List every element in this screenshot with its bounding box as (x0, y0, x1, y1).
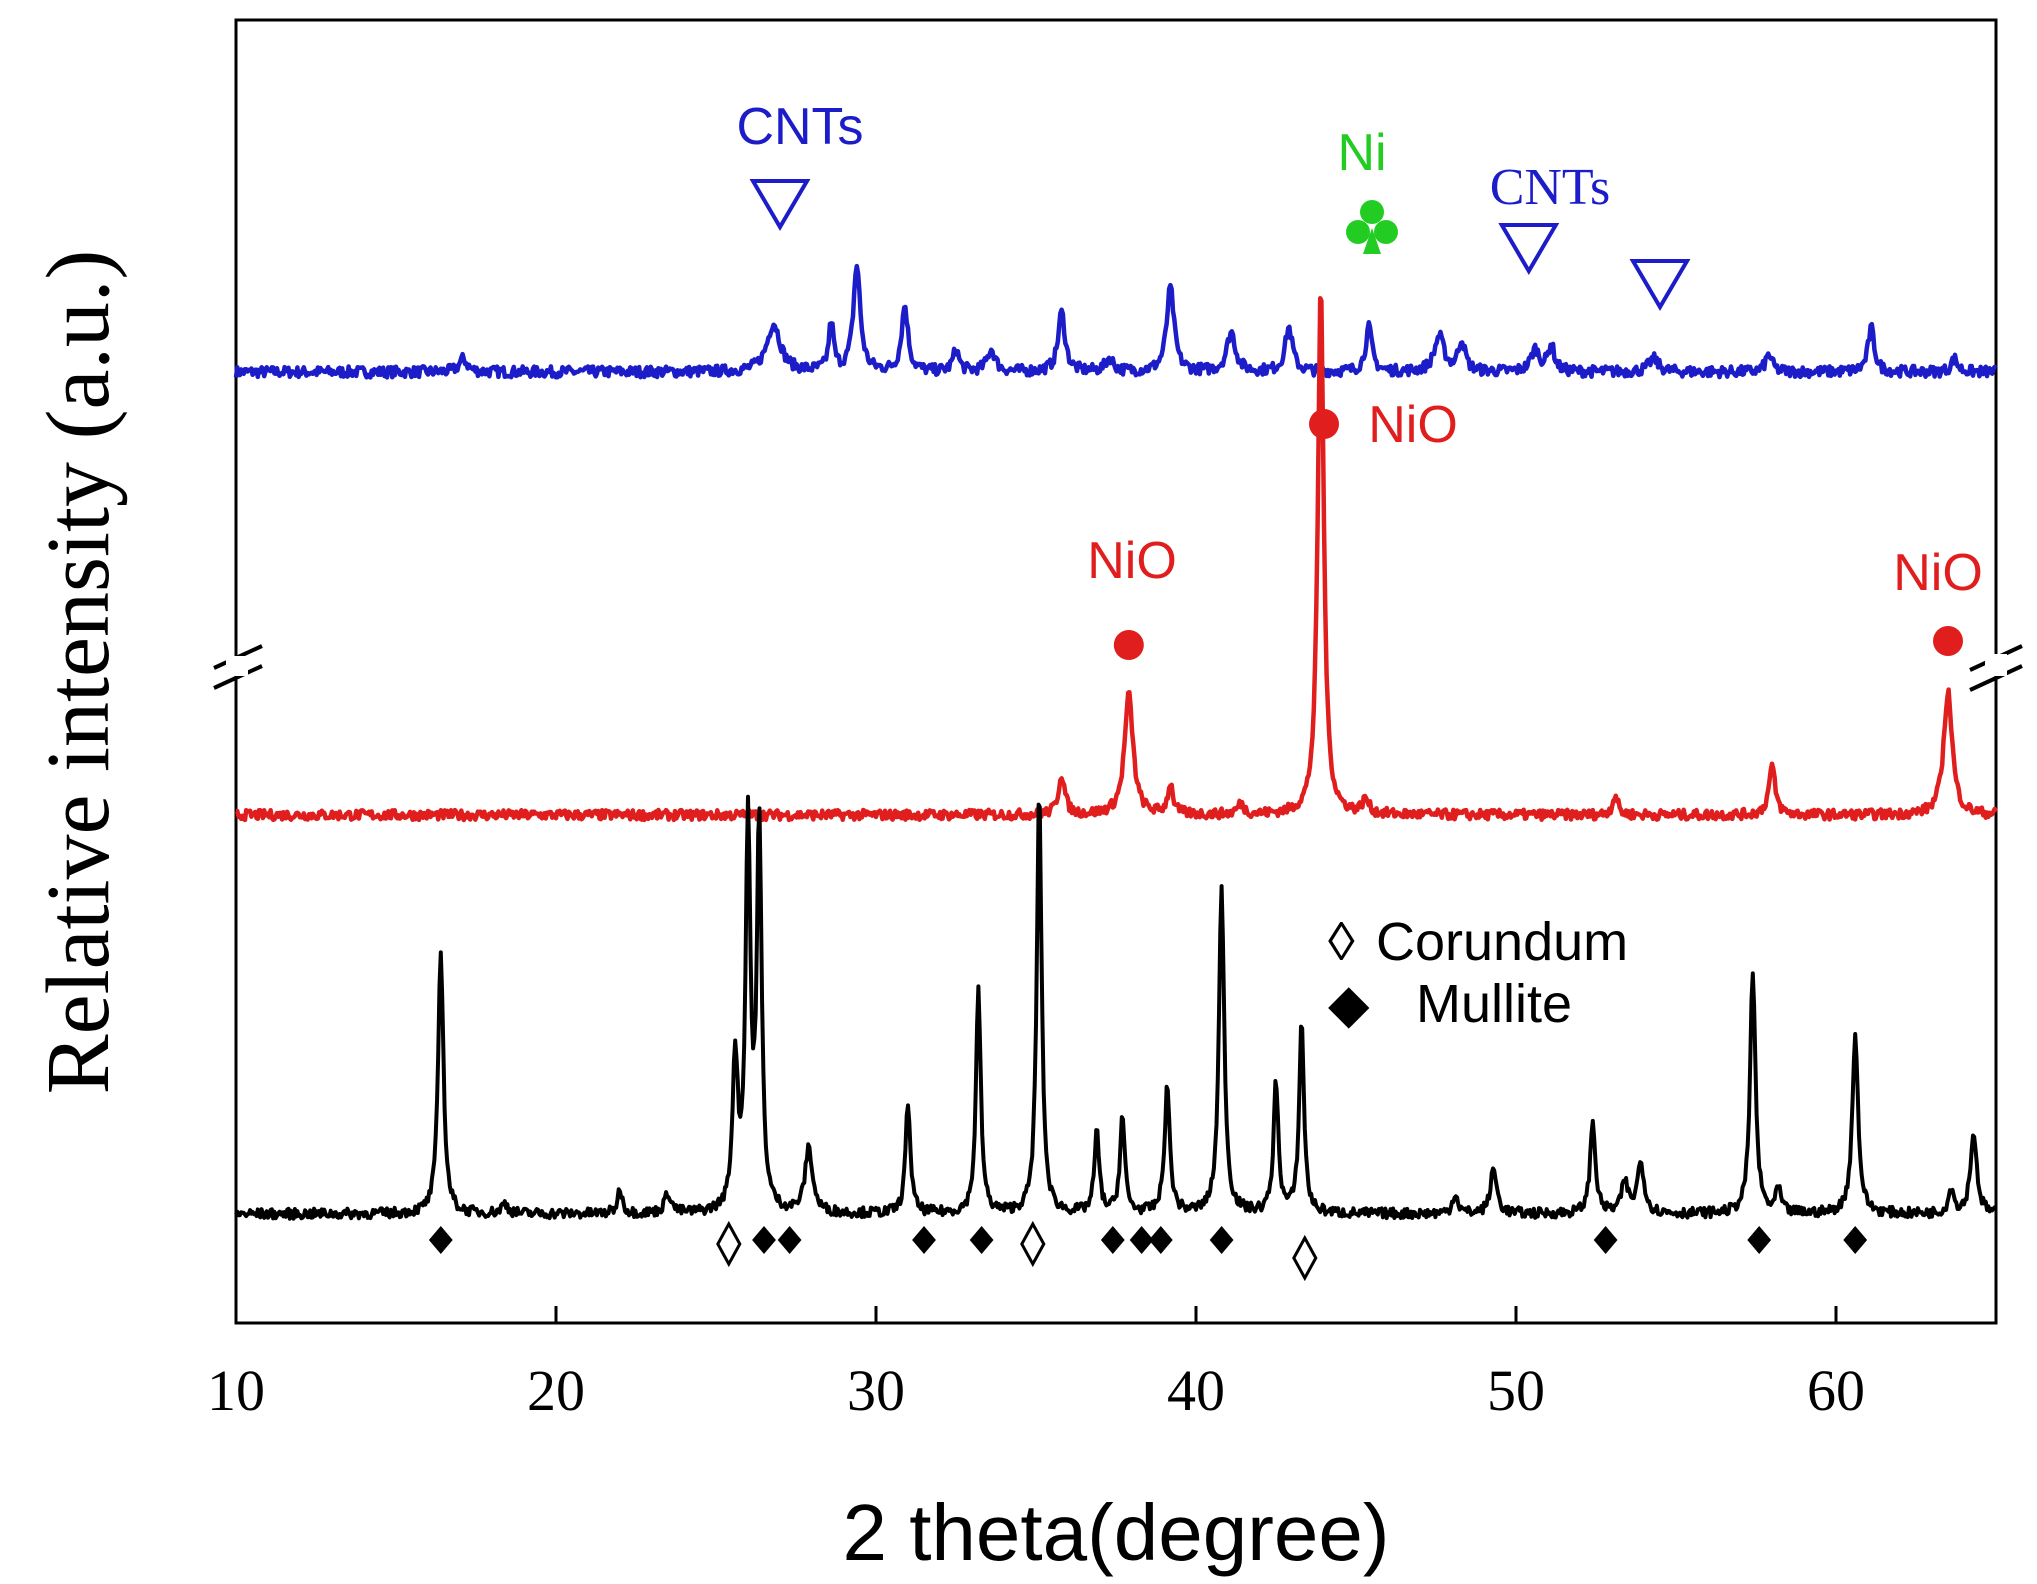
mullite-marker-5 (1100, 1226, 1125, 1254)
x-tick-label-50: 50 (1487, 1358, 1545, 1423)
nio-circle-icon-6 (1933, 626, 1963, 656)
x-tick-label-30: 30 (847, 1358, 905, 1423)
x-tick-label-10: 10 (207, 1358, 265, 1423)
series-line-top (233, 263, 1998, 380)
mullite-marker-1 (752, 1226, 776, 1254)
club-leaf-left (1346, 220, 1370, 244)
annotation-label-5: NiO (1087, 532, 1177, 590)
axis-break-right-2 (1969, 664, 2023, 692)
plot-frame (234, 18, 1998, 1325)
ni-club-icon (1346, 200, 1398, 254)
phase-markers (428, 1220, 1868, 1282)
mullite-marker-0 (428, 1226, 453, 1254)
corundum-marker-2 (1292, 1234, 1318, 1282)
annotation-label-1: Ni (1337, 124, 1386, 182)
nio-circle-icon-4 (1309, 409, 1339, 439)
mullite-marker-9 (1593, 1226, 1618, 1254)
legend-corundum-symbol: ◊ (1328, 912, 1355, 972)
x-tick-label-20: 20 (527, 1358, 585, 1423)
axis-break-gap-right (1985, 654, 2007, 676)
x-axis-title: 2 theta(degree) (842, 1488, 1389, 1577)
legend-corundum-label: Corundum (1376, 912, 1628, 972)
cnts-triangle-icon-3 (1629, 259, 1691, 311)
mullite-marker-10 (1747, 1226, 1772, 1254)
legend: ◊ Corundum ◆ Mullite (1328, 912, 1628, 1034)
x-tick-label-60: 60 (1807, 1358, 1865, 1423)
annotation-label-4: NiO (1368, 396, 1458, 454)
mullite-marker-7 (1148, 1226, 1173, 1254)
peak-annotations: CNTs Ni CNTs NiO NiO NiO (736, 98, 1983, 660)
series-line-bottom (234, 794, 1998, 1221)
mullite-marker-4 (969, 1226, 994, 1254)
nio-circle-icon-5 (1113, 630, 1144, 660)
mullite-marker-8 (1209, 1226, 1234, 1254)
cnts-triangle-icon-2 (1498, 223, 1560, 275)
annotation-label-2: CNTs (1490, 159, 1611, 216)
x-tick-label-40: 40 (1167, 1358, 1225, 1423)
series-line-middle (235, 295, 1999, 823)
club-stem (1363, 228, 1381, 254)
club-leaf-right (1374, 220, 1398, 244)
cnts-triangle-icon-0 (749, 179, 811, 231)
mullite-marker-6 (1129, 1226, 1154, 1254)
annotation-label-6: NiO (1893, 544, 1983, 602)
corundum-marker-1 (1020, 1220, 1046, 1268)
y-axis-title: Relative intensity (a.u.) (29, 250, 128, 1095)
annotation-label-0: CNTs (736, 98, 863, 156)
club-leaf-top (1360, 200, 1384, 224)
mullite-marker-3 (912, 1226, 936, 1254)
corundum-marker-0 (716, 1220, 742, 1268)
x-axis-ticks: 10 20 30 40 50 60 (207, 1306, 1865, 1423)
series-layer (233, 263, 1999, 1221)
mullite-marker-2 (777, 1226, 802, 1254)
axis-break-left-2 (213, 664, 263, 690)
axis-break-gap-left (226, 656, 248, 676)
legend-mullite-symbol: ◆ (1328, 974, 1370, 1034)
legend-mullite-label: Mullite (1416, 974, 1572, 1034)
mullite-marker-11 (1843, 1226, 1868, 1254)
